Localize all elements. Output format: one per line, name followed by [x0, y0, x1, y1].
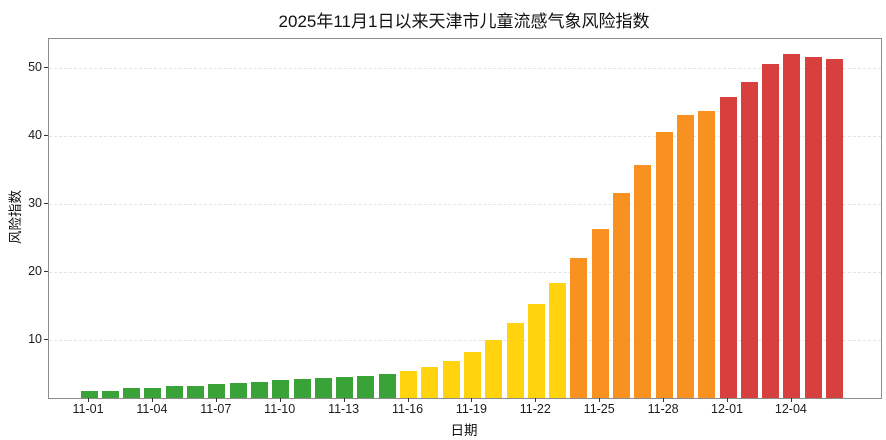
bar-11-16: [400, 371, 417, 398]
x-tick-label-11-07: 11-07: [200, 402, 232, 416]
bar-11-10: [272, 380, 290, 398]
bar-11-30: [698, 111, 716, 398]
chart-title: 2025年11月1日以来天津市儿童流感气象风险指数: [278, 12, 650, 31]
gridline-y-40: [49, 135, 881, 137]
bar-12-04: [783, 53, 801, 398]
bar-12-06: [826, 59, 843, 398]
x-tick-mark-11-01: [88, 398, 89, 402]
x-tick-label-11-13: 11-13: [328, 402, 360, 416]
bar-11-13: [336, 376, 354, 398]
bar-11-03: [123, 387, 141, 398]
y-tick-label-50: 50: [28, 59, 42, 74]
gridline-y-20: [49, 271, 881, 273]
bar-11-01: [80, 390, 98, 398]
y-tick-label-10: 10: [28, 331, 42, 346]
x-tick-label-11-22: 11-22: [519, 402, 551, 416]
bar-11-28: [655, 132, 673, 398]
bar-11-15: [378, 374, 396, 398]
bar-12-02: [740, 81, 758, 398]
bar-11-20: [485, 340, 503, 398]
bar-11-07: [208, 383, 226, 398]
gridline-y-10: [49, 339, 881, 341]
x-tick-mark-12-01: [727, 398, 728, 402]
gridline-y-50: [49, 67, 881, 69]
y-tick-label-20: 20: [28, 263, 42, 278]
bar-11-22: [527, 304, 545, 398]
bar-11-06: [187, 385, 204, 398]
bar-11-24: [570, 257, 588, 398]
x-tick-mark-11-25: [599, 398, 601, 402]
x-tick-mark-11-16: [407, 398, 409, 402]
y-tick-mark-50: [44, 66, 48, 68]
y-tick-label-40: 40: [28, 127, 42, 142]
gridline-y-30: [49, 203, 881, 205]
x-tick-label-12-01: 12-01: [711, 402, 743, 416]
x-tick-label-11-16: 11-16: [391, 402, 424, 416]
bar-11-27: [634, 164, 652, 398]
bar-11-05: [165, 385, 183, 398]
x-tick-label-12-04: 12-04: [774, 402, 807, 416]
bar-11-09: [250, 381, 268, 398]
bar-11-26: [613, 193, 630, 398]
bar-11-25: [591, 228, 609, 398]
bar-12-03: [762, 64, 780, 398]
x-axis-label: 日期: [450, 423, 478, 438]
x-tick-mark-11-07: [215, 398, 217, 402]
x-tick-mark-11-10: [279, 398, 281, 402]
x-tick-label-11-04: 11-04: [136, 402, 168, 416]
x-tick-label-11-10: 11-10: [264, 402, 296, 416]
bar-11-29: [676, 115, 694, 398]
bar-11-23: [549, 283, 567, 398]
bar-11-02: [101, 390, 119, 398]
bar-11-21: [506, 323, 524, 398]
bar-11-04: [144, 387, 162, 398]
x-tick-label-11-28: 11-28: [647, 402, 679, 416]
bar-12-01: [719, 97, 737, 398]
bar-11-19: [463, 351, 481, 398]
y-tick-mark-40: [44, 134, 48, 136]
bar-11-17: [421, 367, 439, 398]
x-tick-mark-11-22: [535, 398, 537, 402]
y-tick-mark-30: [44, 202, 48, 204]
x-tick-label-11-25: 11-25: [583, 402, 615, 416]
x-tick-mark-12-04: [790, 398, 792, 402]
x-tick-mark-11-04: [151, 398, 153, 402]
bar-12-05: [804, 57, 822, 398]
y-tick-mark-20: [44, 270, 48, 272]
x-tick-mark-11-28: [663, 398, 665, 402]
plot-area: [48, 38, 882, 399]
x-tick-mark-11-13: [343, 398, 345, 402]
bar-11-14: [357, 375, 375, 398]
bar-11-18: [442, 360, 460, 398]
x-tick-mark-11-19: [471, 398, 473, 402]
y-tick-label-30: 30: [28, 195, 42, 210]
x-tick-label-11-01: 11-01: [72, 402, 104, 416]
x-tick-label-11-19: 11-19: [455, 402, 487, 416]
bar-11-11: [293, 378, 311, 398]
bar-11-08: [229, 383, 247, 398]
bar-11-12: [314, 378, 332, 398]
y-tick-mark-10: [44, 338, 48, 340]
